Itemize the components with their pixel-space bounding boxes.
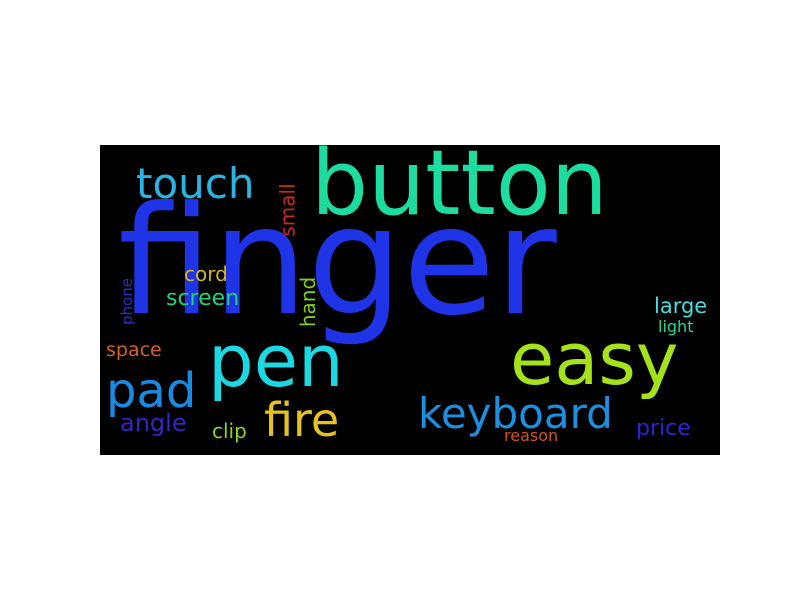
word-hand: hand xyxy=(296,276,321,328)
word-space: space xyxy=(106,339,162,361)
word-reason: reason xyxy=(504,426,559,445)
word-fire: fire xyxy=(264,393,340,447)
word-cord: cord xyxy=(184,262,228,286)
word-price: price xyxy=(636,416,691,441)
word-button: button xyxy=(311,145,608,236)
word-pad: pad xyxy=(106,363,197,419)
word-finger: finger xyxy=(118,175,557,349)
word-phone: phone xyxy=(117,278,136,325)
word-pen: pen xyxy=(208,319,344,403)
word-clip: clip xyxy=(212,419,247,443)
word-small: small xyxy=(275,183,300,237)
word-easy: easy xyxy=(510,317,679,401)
word-light: light xyxy=(658,317,694,336)
word-keyboard: keyboard xyxy=(418,389,613,438)
word-screen: screen xyxy=(166,286,240,311)
word-touch: touch xyxy=(136,159,255,208)
word-large: large xyxy=(654,294,708,318)
word-cloud: finger button touch pen easy pad keyboar… xyxy=(100,145,720,455)
word-angle: angle xyxy=(120,409,187,437)
